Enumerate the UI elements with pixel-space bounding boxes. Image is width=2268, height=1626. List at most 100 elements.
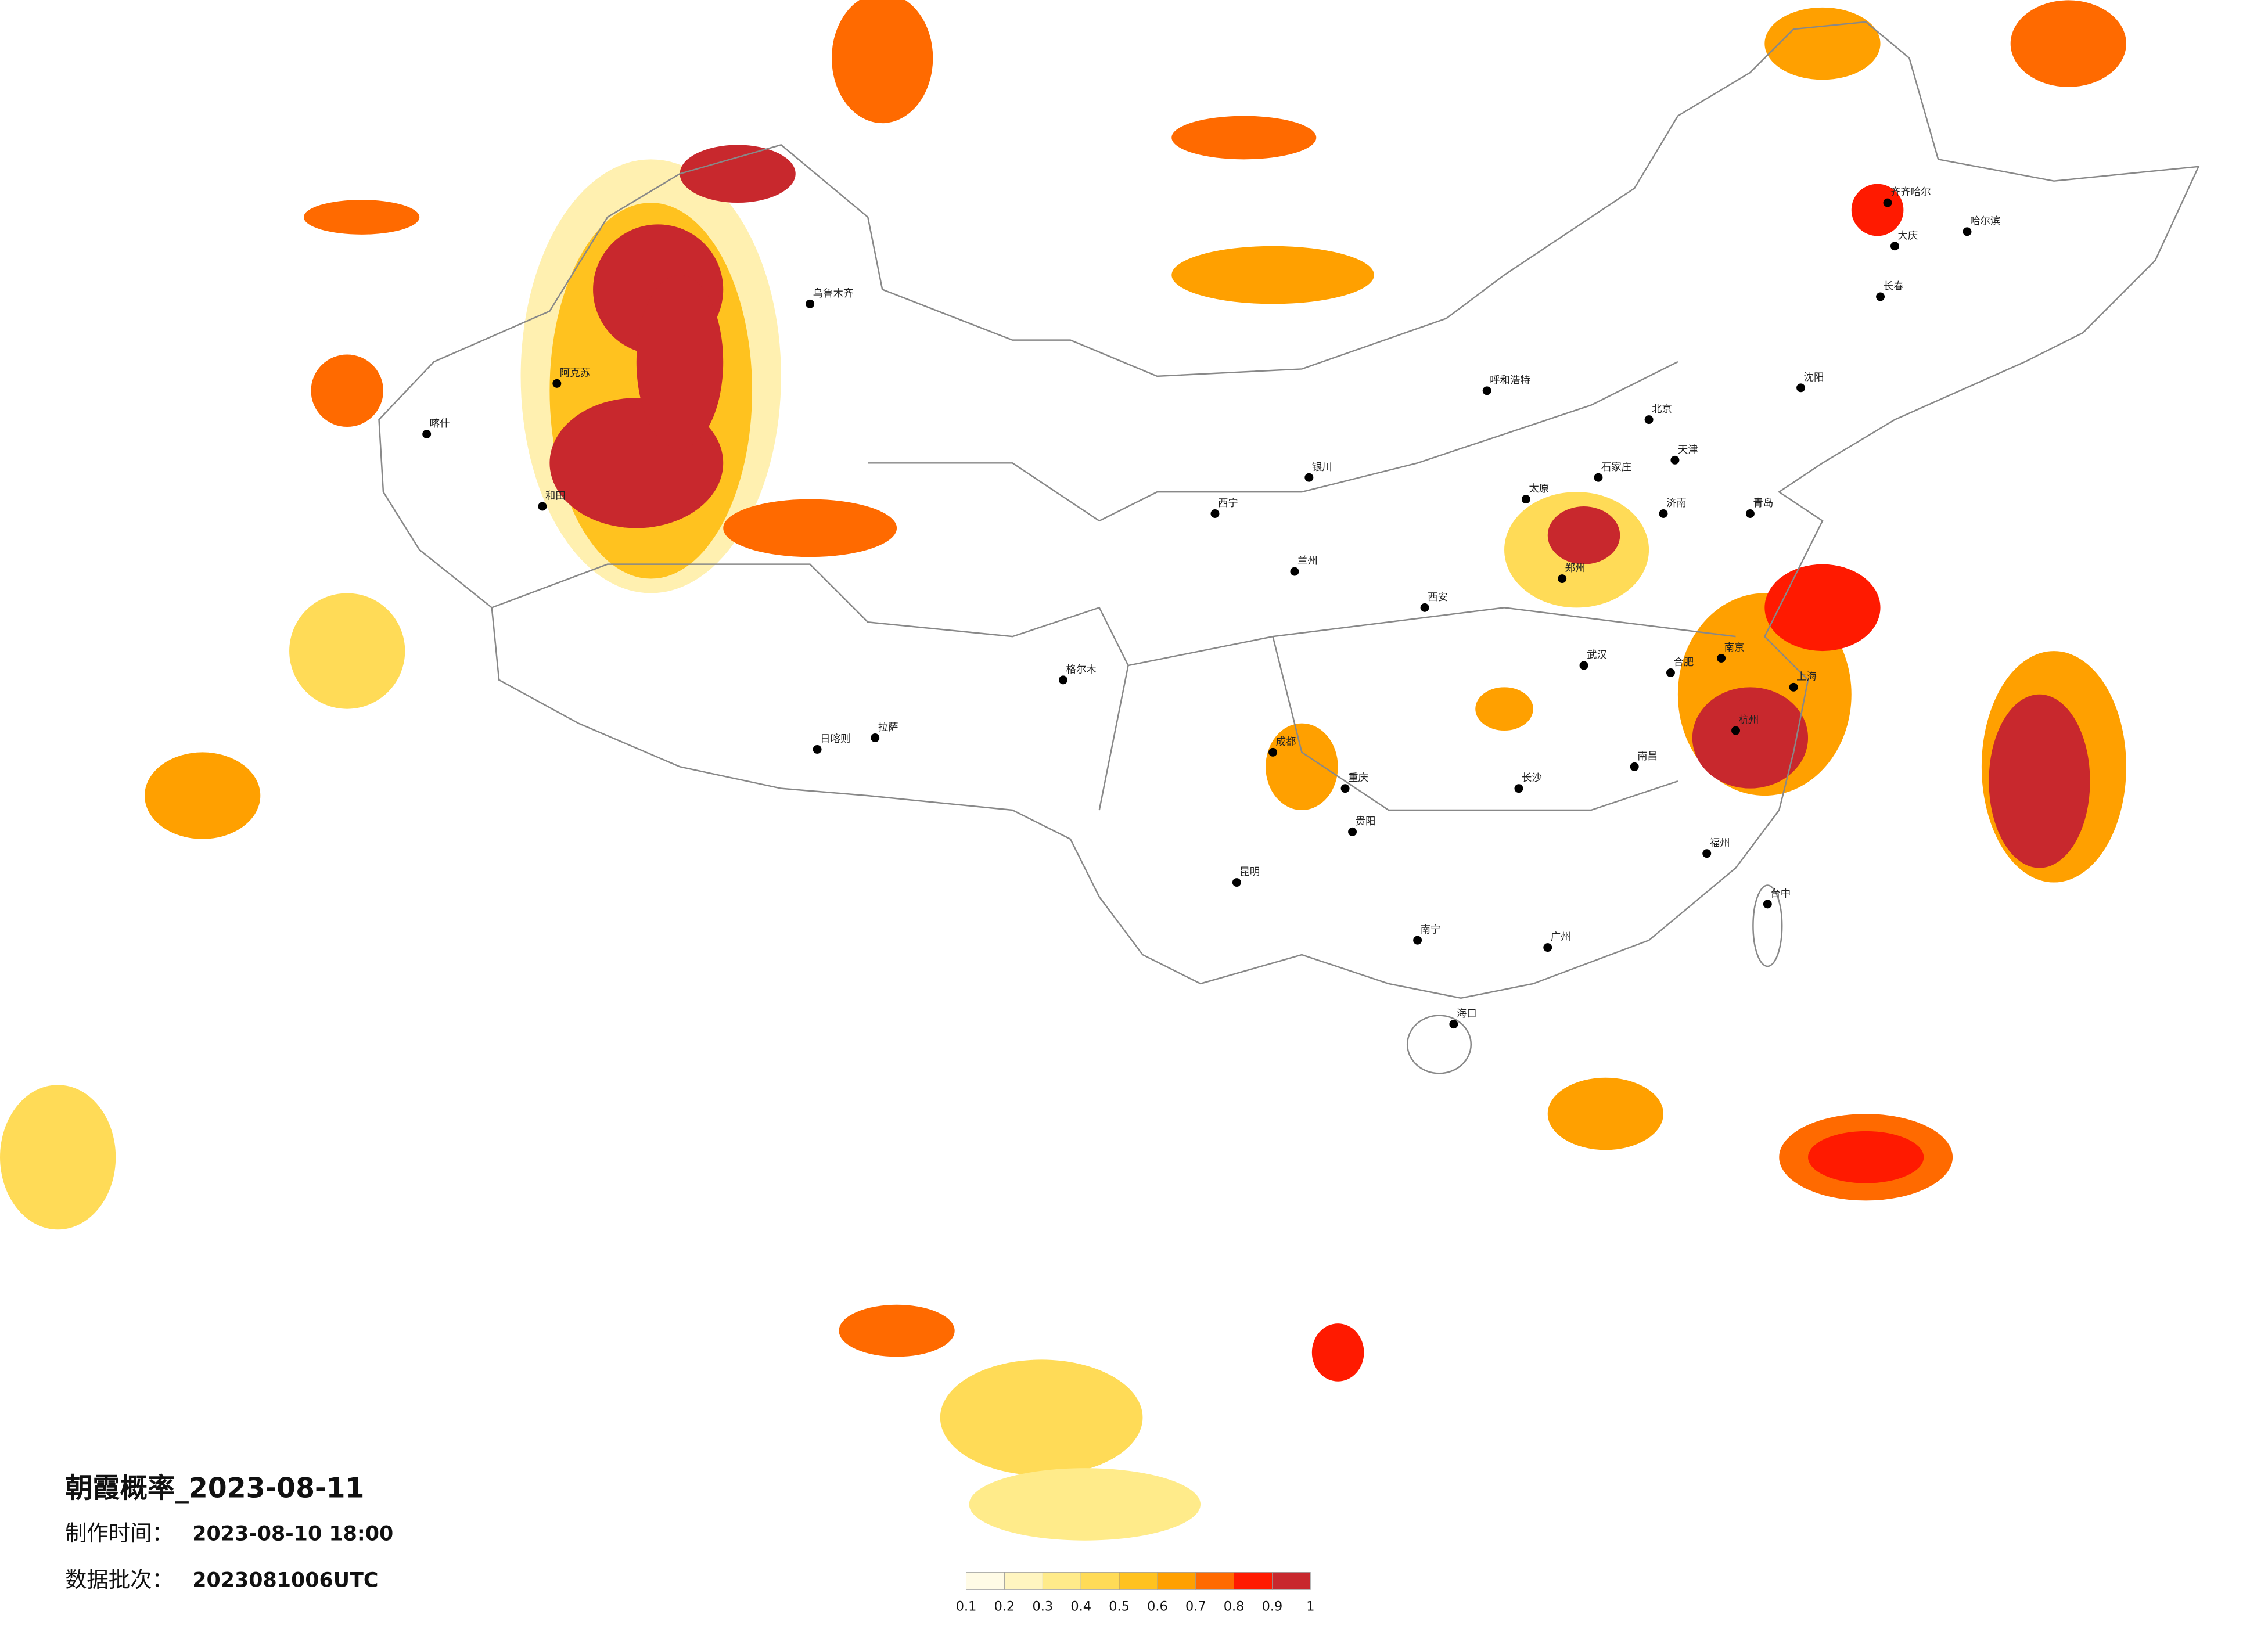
city-label: 拉萨: [878, 722, 898, 733]
city-label: 合肥: [1673, 657, 1694, 668]
city-label: 呼和浩特: [1490, 375, 1530, 386]
legend-tick-label: 0.4: [1070, 1599, 1091, 1614]
city-dot: [813, 744, 822, 754]
city-label: 长沙: [1522, 772, 1542, 784]
city-dot: [1558, 574, 1567, 584]
color-legend: 0.1 0.2 0.3 0.4 0.5 0.6 0.7 0.8 0.9 1: [956, 1572, 1314, 1614]
city-dot: [871, 733, 880, 742]
legend-tick-label: 0.9: [1262, 1599, 1283, 1614]
city-dot: [806, 299, 815, 308]
legend-tick-label: 0.2: [994, 1599, 1015, 1614]
legend-swatch: [1080, 1572, 1120, 1590]
city-dot: [1210, 509, 1220, 518]
city-dot: [1482, 386, 1491, 395]
city-label: 石家庄: [1601, 462, 1631, 473]
city-dot: [1763, 900, 1772, 909]
city-dot: [1630, 762, 1639, 771]
city-label: 上海: [1796, 671, 1817, 683]
city-dot: [1789, 682, 1798, 692]
city-label: 乌鲁木齐: [813, 288, 854, 300]
city-label: 齐齐哈尔: [1890, 187, 1931, 199]
city-label: 哈尔滨: [1970, 215, 2000, 227]
city-label: 重庆: [1348, 772, 1368, 784]
legend-swatch: [1234, 1572, 1273, 1590]
city-label: 郑州: [1565, 563, 1586, 574]
city-label: 武汉: [1587, 650, 1607, 661]
city-dot: [1594, 473, 1603, 482]
city-dot: [1268, 747, 1278, 757]
city-label: 太原: [1529, 483, 1549, 495]
city-label: 格尔木: [1066, 664, 1096, 675]
city-label: 南宁: [1421, 924, 1441, 936]
city-dot: [1702, 849, 1712, 858]
city-dot: [1521, 495, 1530, 504]
city-dot: [1670, 455, 1680, 465]
country-outline: [378, 21, 2200, 1074]
city-dot: [552, 379, 562, 388]
city-label: 西宁: [1218, 498, 1238, 509]
city-dot: [1304, 473, 1314, 482]
city-label: 杭州: [1739, 715, 1759, 726]
legend-tick-label: 0.1: [956, 1599, 977, 1614]
city-label: 日喀则: [820, 733, 850, 745]
city-dot: [1514, 784, 1523, 793]
city-dot: [1876, 292, 1885, 301]
city-label: 和田: [545, 491, 566, 502]
legend-swatch: [1195, 1572, 1234, 1590]
city-label: 北京: [1652, 404, 1672, 415]
city-dot: [1543, 943, 1552, 952]
city-label: 南京: [1724, 642, 1745, 654]
legend-swatch: [1119, 1572, 1158, 1590]
city-label: 昆明: [1239, 866, 1260, 878]
city-label: 福州: [1710, 837, 1730, 849]
city-dot: [1666, 668, 1675, 677]
city-dot: [1963, 227, 1972, 236]
city-label: 海口: [1457, 1008, 1477, 1020]
city-dot: [1420, 603, 1429, 612]
city-dot: [1717, 654, 1726, 663]
city-dot: [1890, 242, 1899, 251]
city-label: 青岛: [1753, 498, 1773, 509]
city-dot: [1731, 726, 1740, 735]
legend-swatch: [1272, 1572, 1311, 1590]
city-label: 天津: [1678, 444, 1698, 456]
info-label: 制作时间：: [65, 1520, 174, 1546]
city-dot: [1340, 784, 1350, 793]
city-dot: [1348, 827, 1357, 836]
city-dot: [1796, 383, 1806, 393]
city-label: 南昌: [1637, 751, 1658, 762]
city-label: 西安: [1428, 592, 1448, 603]
city-label: 沈阳: [1804, 372, 1824, 383]
city-dot: [1579, 661, 1588, 670]
city-label: 贵阳: [1356, 816, 1376, 828]
city-label: 大庆: [1897, 230, 1918, 242]
city-dot: [1413, 936, 1422, 945]
city-dot: [1058, 675, 1067, 685]
city-label: 长春: [1884, 280, 1904, 292]
legend-tick-label: 0.7: [1185, 1599, 1206, 1614]
info-label: 数据批次：: [65, 1567, 174, 1592]
legend-swatch: [966, 1572, 1005, 1590]
legend-tick-label: 0.8: [1224, 1599, 1245, 1614]
city-dot: [1883, 198, 1892, 207]
city-dot: [538, 502, 547, 511]
legend-tick-label: 0.3: [1033, 1599, 1054, 1614]
city-dot: [1449, 1020, 1458, 1029]
city-dot: [1644, 415, 1654, 425]
city-label: 银川: [1312, 462, 1332, 473]
city-dot: [1659, 509, 1668, 518]
probability-field: [0, 0, 2126, 1541]
city-label: 阿克苏: [560, 368, 590, 379]
city-label: 台中: [1770, 888, 1791, 900]
info-value: 2023081006UTC: [192, 1569, 378, 1592]
city-label: 喀什: [430, 418, 450, 430]
legend-swatch: [1042, 1572, 1081, 1590]
map-title: 朝霞概率_2023-08-11: [65, 1473, 364, 1505]
info-value: 2023-08-10 18:00: [192, 1523, 393, 1546]
city-dot: [1232, 878, 1241, 887]
city-label: 广州: [1551, 931, 1571, 943]
city-dot: [1745, 509, 1755, 518]
